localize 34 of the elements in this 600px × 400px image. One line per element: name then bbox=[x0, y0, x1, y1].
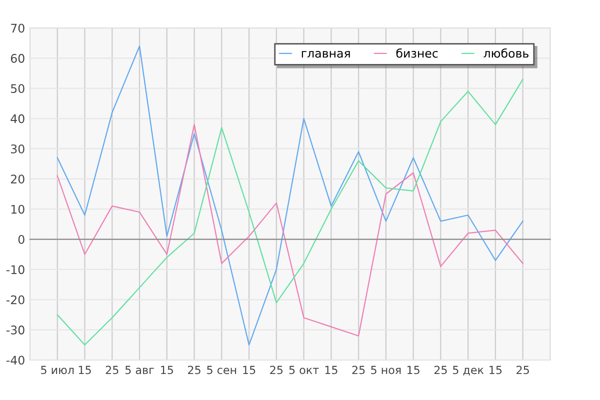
x-tick-label: 15 bbox=[490, 366, 502, 374]
legend-label: любовь bbox=[484, 48, 528, 58]
x-tick-label: 5 окт bbox=[289, 366, 319, 374]
x-tick-label: 25 bbox=[516, 366, 529, 374]
x-tick-label: 25 bbox=[434, 366, 447, 374]
y-tick-label: -40 bbox=[6, 356, 24, 365]
legend-label: главная bbox=[302, 50, 350, 58]
legend-label: бизнес bbox=[396, 48, 438, 58]
line-series bbox=[56, 124, 524, 336]
x-tick-label: 5 дек bbox=[453, 366, 484, 376]
y-tick-label: 10 bbox=[11, 204, 24, 214]
x-tick-label: 25 bbox=[270, 366, 283, 374]
y-tick-label: 70 bbox=[11, 24, 24, 33]
y-tick-label: -20 bbox=[6, 295, 24, 304]
x-tick-label: 15 bbox=[243, 366, 256, 374]
x-tick-label: 15 bbox=[325, 366, 338, 374]
x-tick-label: 25 bbox=[106, 366, 118, 374]
y-tick-label: 0 bbox=[18, 234, 24, 244]
y-tick-label: 30 bbox=[11, 144, 24, 154]
x-tick-label: 25 bbox=[188, 366, 200, 374]
x-tick-label: 5 июл bbox=[41, 366, 74, 374]
y-tick-label: 60 bbox=[10, 54, 24, 63]
y-tick-label: 20 bbox=[10, 174, 24, 184]
x-tick-label: 5 ноя bbox=[371, 366, 401, 374]
x-tick-label: 15 bbox=[407, 366, 420, 374]
x-tick-label: 25 bbox=[352, 366, 365, 374]
y-tick-label: -10 bbox=[6, 265, 24, 274]
x-tick-label: 5 авг bbox=[125, 366, 154, 374]
x-tick-label: 15 bbox=[161, 366, 173, 374]
y-tick-label: 50 bbox=[11, 84, 24, 94]
y-tick-label: -30 bbox=[6, 326, 24, 334]
x-tick-label: 5 сен bbox=[207, 366, 236, 374]
y-tick-label: 40 bbox=[10, 114, 24, 124]
x-tick-label: 15 bbox=[78, 366, 91, 374]
